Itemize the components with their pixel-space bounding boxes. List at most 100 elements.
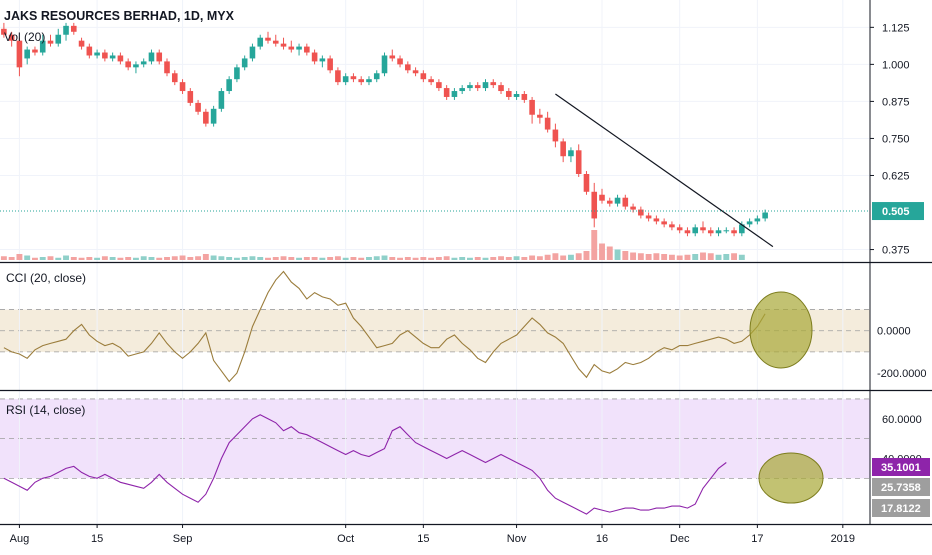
candle-body[interactable] [218, 91, 225, 109]
candle-body[interactable] [474, 85, 481, 89]
candle-body[interactable] [684, 230, 691, 234]
candle-body[interactable] [544, 117, 551, 130]
candle-body[interactable] [1, 28, 7, 35]
candle-body[interactable] [125, 61, 131, 68]
candle-body[interactable] [327, 58, 333, 71]
candle-body[interactable] [498, 85, 504, 92]
candle-body[interactable] [692, 227, 699, 234]
pane-separators[interactable] [0, 261, 932, 526]
candle-body[interactable] [513, 94, 520, 97]
candle-body[interactable] [583, 174, 590, 192]
candle-body[interactable] [505, 91, 512, 97]
candle-body[interactable] [560, 141, 566, 157]
candle-body[interactable] [715, 230, 722, 234]
candle-body[interactable] [381, 55, 388, 74]
candle-body[interactable] [482, 82, 489, 89]
candle-body[interactable] [102, 52, 108, 59]
candle-body[interactable] [529, 99, 535, 115]
candle-body[interactable] [467, 85, 473, 89]
candle-body[interactable] [8, 34, 15, 41]
candle-body[interactable] [490, 82, 497, 86]
candle-body[interactable] [645, 215, 652, 219]
candle-body[interactable] [342, 76, 349, 83]
candle-body[interactable] [241, 58, 248, 68]
candle-body[interactable] [575, 150, 582, 174]
candle-body[interactable] [148, 52, 155, 62]
candle-body[interactable] [257, 37, 264, 47]
candle-body[interactable] [676, 227, 683, 231]
candle-body[interactable] [669, 224, 675, 228]
candle-body[interactable] [754, 218, 761, 222]
candle-body[interactable] [226, 79, 232, 92]
candle-body[interactable] [405, 64, 411, 71]
candle-body[interactable] [428, 79, 434, 83]
candle-body[interactable] [389, 55, 396, 59]
candle-body[interactable] [311, 52, 318, 62]
candle-body[interactable] [140, 61, 147, 65]
candle-body[interactable] [614, 197, 621, 204]
candle-body[interactable] [210, 108, 217, 124]
cci-highlight-ellipse[interactable] [749, 291, 813, 369]
price-candles[interactable] [1, 22, 768, 237]
candle-body[interactable] [288, 46, 295, 50]
candle-body[interactable] [280, 43, 287, 47]
time-axis[interactable]: Aug 15 Sep Oct 15 Nov 16 Dec 17 2019 [10, 524, 855, 545]
candle-body[interactable] [164, 61, 170, 74]
candle-body[interactable] [179, 82, 186, 92]
candle-body[interactable] [350, 76, 357, 80]
candle-body[interactable] [117, 55, 124, 62]
candle-body[interactable] [537, 114, 543, 118]
candle-body[interactable] [319, 58, 326, 62]
candle-body[interactable] [109, 55, 116, 59]
candle-body[interactable] [63, 25, 69, 35]
candle-body[interactable] [16, 40, 23, 68]
candle-body[interactable] [39, 40, 46, 53]
candle-body[interactable] [622, 197, 629, 207]
candle-body[interactable] [591, 191, 598, 219]
candle-body[interactable] [304, 46, 310, 53]
candle-body[interactable] [47, 40, 54, 44]
candle-body[interactable] [739, 224, 745, 234]
candle-body[interactable] [653, 218, 660, 222]
candle-body[interactable] [195, 102, 201, 112]
candle-body[interactable] [731, 230, 737, 234]
candle-body[interactable] [265, 37, 271, 41]
candle-body[interactable] [78, 40, 85, 47]
candle-body[interactable] [373, 73, 380, 80]
candle-body[interactable] [249, 46, 256, 59]
candle-body[interactable] [630, 206, 636, 210]
candle-body[interactable] [661, 221, 667, 225]
candle-body[interactable] [32, 49, 38, 53]
candle-body[interactable] [638, 209, 644, 216]
candle-body[interactable] [55, 34, 62, 44]
candle-body[interactable] [296, 46, 302, 50]
downtrend-line[interactable] [555, 93, 774, 248]
price-axis[interactable]: 1.125 1.000 0.875 0.750 0.625 0.375 0.505 0.000… [869, 0, 932, 550]
candle-body[interactable] [358, 79, 365, 83]
candle-body[interactable] [762, 212, 768, 219]
rsi-highlight-ellipse[interactable] [758, 452, 824, 504]
candle-body[interactable] [272, 40, 279, 44]
candle-body[interactable] [234, 67, 240, 80]
candle-body[interactable] [133, 64, 139, 68]
candle-body[interactable] [156, 52, 163, 62]
candle-body[interactable] [335, 70, 341, 83]
candle-body[interactable] [203, 111, 209, 124]
candle-body[interactable] [86, 46, 93, 56]
candle-body[interactable] [746, 221, 753, 225]
candle-body[interactable] [412, 70, 419, 74]
candle-body[interactable] [24, 49, 30, 59]
candle-body[interactable] [443, 88, 450, 97]
candle-body[interactable] [599, 194, 605, 201]
candle-body[interactable] [420, 73, 427, 80]
candle-body[interactable] [94, 52, 100, 56]
candle-body[interactable] [700, 227, 706, 231]
candle-body[interactable] [552, 129, 559, 142]
candle-body[interactable] [187, 91, 194, 103]
annotation-ellipses[interactable] [749, 291, 824, 504]
candle-body[interactable] [451, 91, 458, 97]
candle-body[interactable] [436, 82, 442, 89]
candle-body[interactable] [606, 200, 613, 204]
